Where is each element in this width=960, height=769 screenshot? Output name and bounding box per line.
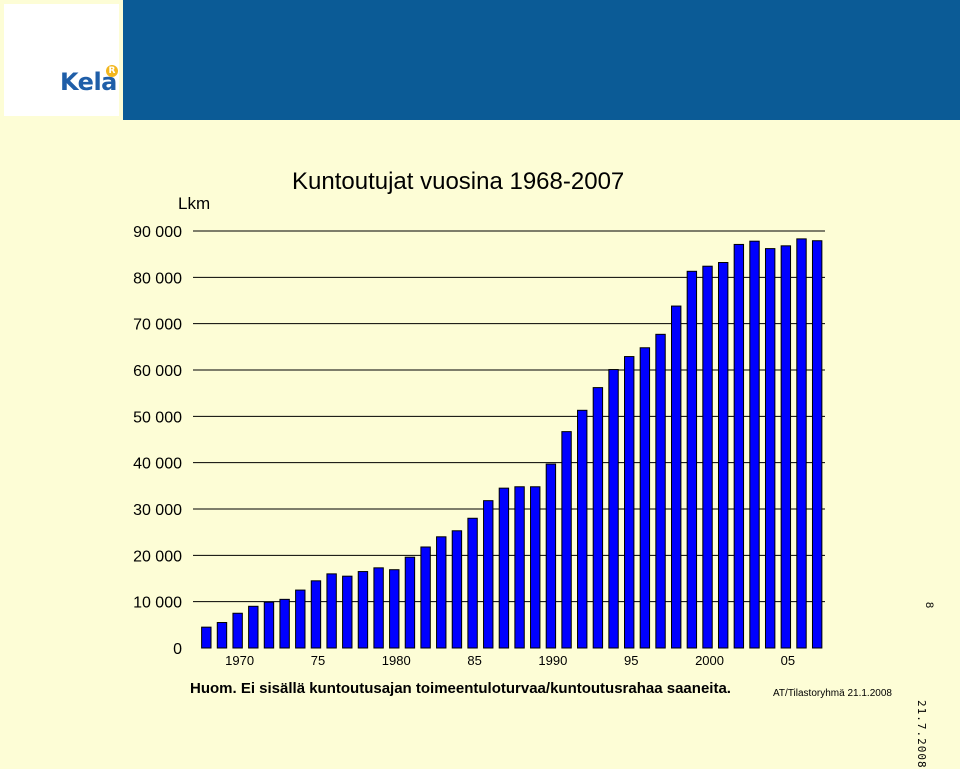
bar [357,571,369,649]
x-tick-label: 05 [781,653,795,668]
y-axis-label: Lkm [178,194,211,213]
bar [749,240,760,649]
bar [733,243,745,649]
bar [279,598,290,649]
bar [811,240,823,649]
y-tick-label: 90 000 [133,224,182,241]
y-tick-label: 20 000 [133,548,182,565]
bar [545,463,557,649]
bar [389,569,400,649]
x-tick-label: 95 [624,653,638,668]
bar [764,248,776,649]
x-tick-label: 1980 [382,653,411,668]
bar [686,270,698,649]
bar [216,622,228,649]
y-tick-label: 80 000 [133,270,182,287]
bar [498,487,510,649]
chart-title: Kuntoutujat vuosina 1968-2007 [292,168,625,195]
bar [561,431,572,649]
print-date-stamp: 21.7.2008 [915,700,928,769]
bar [514,486,525,649]
bar [655,333,666,649]
page-number: 8 [923,602,935,609]
bar [796,238,807,649]
bar [717,262,729,649]
bar [780,245,792,649]
y-tick-label: 30 000 [133,502,182,519]
bar [310,580,322,649]
header: Kela R [0,0,960,120]
kela-logo-mark-icon: R [106,65,118,77]
bar [451,530,463,649]
bar [530,486,541,649]
y-tick-label: 70 000 [133,317,182,334]
bar [248,605,259,649]
y-tick-label: 50 000 [133,409,182,426]
y-tick-label: 60 000 [133,363,182,380]
header-band [123,0,960,120]
x-tick-label: 1990 [538,653,567,668]
credit-line: AT/Tilastoryhmä 21.1.2008 [773,688,892,699]
bar [263,601,275,649]
x-tick-label: 2000 [695,653,724,668]
bar [639,347,651,649]
bar [342,575,353,649]
bar [608,369,619,649]
logo-panel [4,4,119,116]
y-tick-label: 40 000 [133,456,182,473]
x-tick-label: 75 [311,653,325,668]
bar-chart: 0 10 000 20 000 30 000 40 000 50 000 60 000 70 … [133,224,825,668]
bar [702,265,713,649]
bar [671,305,682,649]
footnote: Huom. Ei sisällä kuntoutusajan toimeentu… [190,680,731,697]
bar [232,612,243,649]
x-tick-label: 85 [467,653,481,668]
bar [420,546,431,649]
y-tick-label: 0 [173,641,182,658]
y-tick-label: 10 000 [133,595,182,612]
bar [592,387,604,649]
bar [483,500,494,649]
bar [404,556,416,649]
bar [373,567,384,649]
bar [436,536,447,649]
bar [295,589,306,649]
x-tick-label: 1970 [225,653,254,668]
bar [326,573,337,649]
bar [201,626,212,649]
bar [467,517,478,649]
bar [624,356,635,649]
bar [577,409,588,649]
